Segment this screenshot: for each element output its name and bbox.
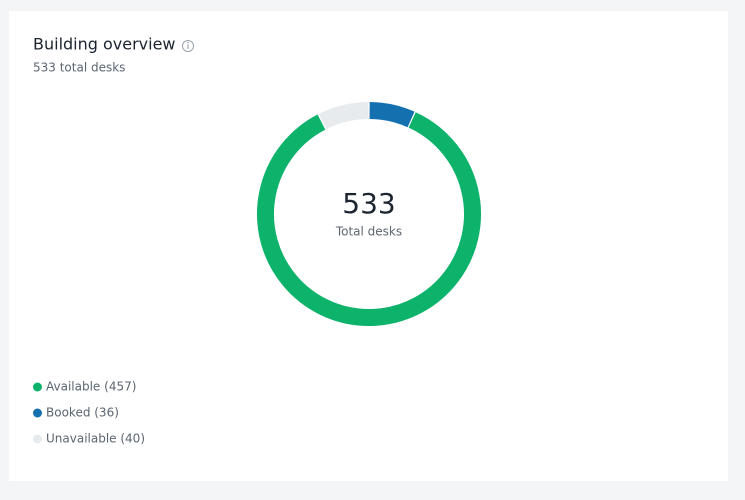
info-icon[interactable] [182, 40, 194, 52]
center-value: 533 [342, 187, 395, 220]
chart-subtitle: 533 total desks [33, 61, 125, 75]
legend-label: Unavailable (40) [46, 432, 145, 446]
card [9, 11, 728, 481]
donut-segment [318, 102, 369, 130]
chart-title: Building overview [33, 35, 176, 54]
legend-swatch [33, 408, 42, 418]
donut-segment [257, 112, 481, 326]
legend-label: Available (457) [46, 380, 136, 394]
legend-label: Booked (36) [46, 406, 119, 420]
center-label: Total desks [335, 225, 402, 239]
legend-swatch [33, 434, 42, 444]
donut-segment [369, 102, 415, 128]
legend-swatch [33, 382, 42, 392]
